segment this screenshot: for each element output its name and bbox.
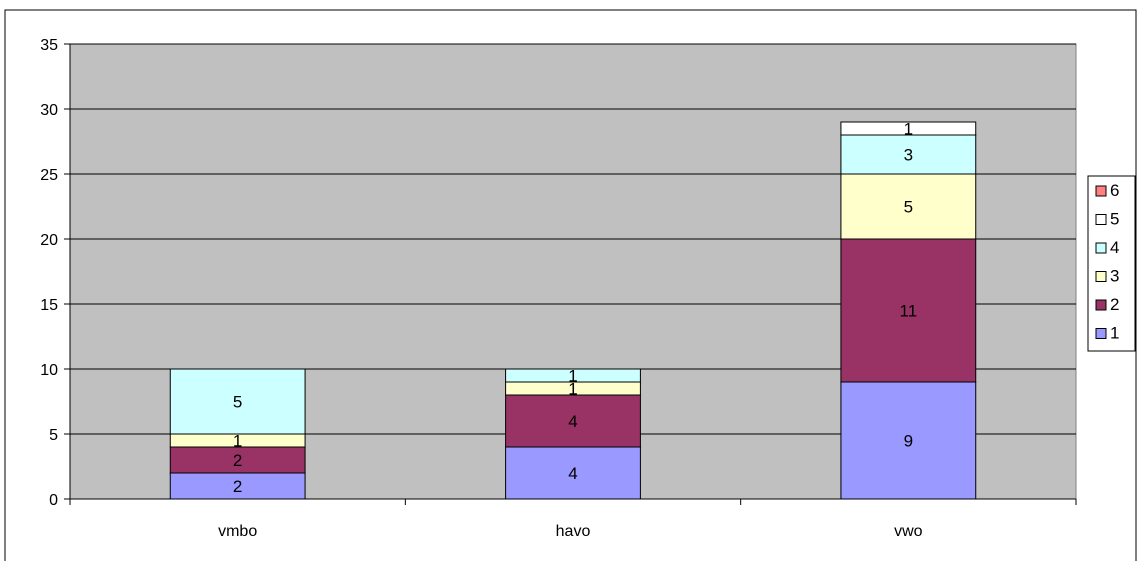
y-tick-label: 30 <box>40 102 58 119</box>
legend-swatch <box>1095 328 1107 339</box>
bar-segment <box>840 238 977 383</box>
bar-segment <box>840 121 977 136</box>
legend: 6 5 4 3 2 1 <box>1087 175 1136 352</box>
bar-segment <box>169 446 306 474</box>
bar-segment <box>169 368 306 435</box>
y-tick-label: 15 <box>40 297 58 314</box>
bar-segment <box>840 381 977 500</box>
y-tick-label: 0 <box>49 492 58 509</box>
data-label: 3 <box>904 146 913 165</box>
y-tick-label: 10 <box>40 362 58 379</box>
bar-segment <box>840 134 977 175</box>
data-label: 4 <box>568 464 577 483</box>
y-tick-label: 20 <box>40 232 58 249</box>
data-label: 5 <box>233 393 242 412</box>
x-tick-label: vmbo <box>218 523 257 540</box>
legend-swatch <box>1095 185 1107 197</box>
bar-segment <box>840 173 977 240</box>
y-tick-label: 35 <box>40 37 58 54</box>
legend-label: 1 <box>1110 324 1119 343</box>
data-label: 1 <box>233 432 242 451</box>
legend-label: 3 <box>1110 267 1119 286</box>
data-label: 11 <box>900 302 918 321</box>
y-tick-label: 5 <box>49 427 58 444</box>
data-label: 9 <box>904 432 913 451</box>
legend-label: 4 <box>1110 238 1119 257</box>
data-label: 2 <box>233 477 242 496</box>
legend-swatch <box>1095 214 1107 225</box>
x-tick-label: havo <box>556 523 591 540</box>
legend-swatch <box>1095 299 1107 311</box>
y-tick-label: 25 <box>40 167 58 184</box>
legend-swatch <box>1095 271 1107 282</box>
data-label: 4 <box>568 412 577 431</box>
legend-label: 2 <box>1110 295 1119 314</box>
bar-segment <box>505 368 641 383</box>
data-label: 2 <box>233 451 242 470</box>
data-label: 5 <box>904 198 913 217</box>
legend-box <box>1087 175 1136 352</box>
legend-label: 5 <box>1110 210 1119 229</box>
legend-label: 6 <box>1110 181 1119 200</box>
bar-segment <box>505 394 641 448</box>
data-label: 1 <box>568 380 577 399</box>
bar-segment <box>169 472 306 500</box>
data-label: 1 <box>904 120 913 139</box>
x-tick-label: vwo <box>894 523 923 540</box>
legend-swatch <box>1095 242 1107 254</box>
data-label: 1 <box>568 367 577 386</box>
